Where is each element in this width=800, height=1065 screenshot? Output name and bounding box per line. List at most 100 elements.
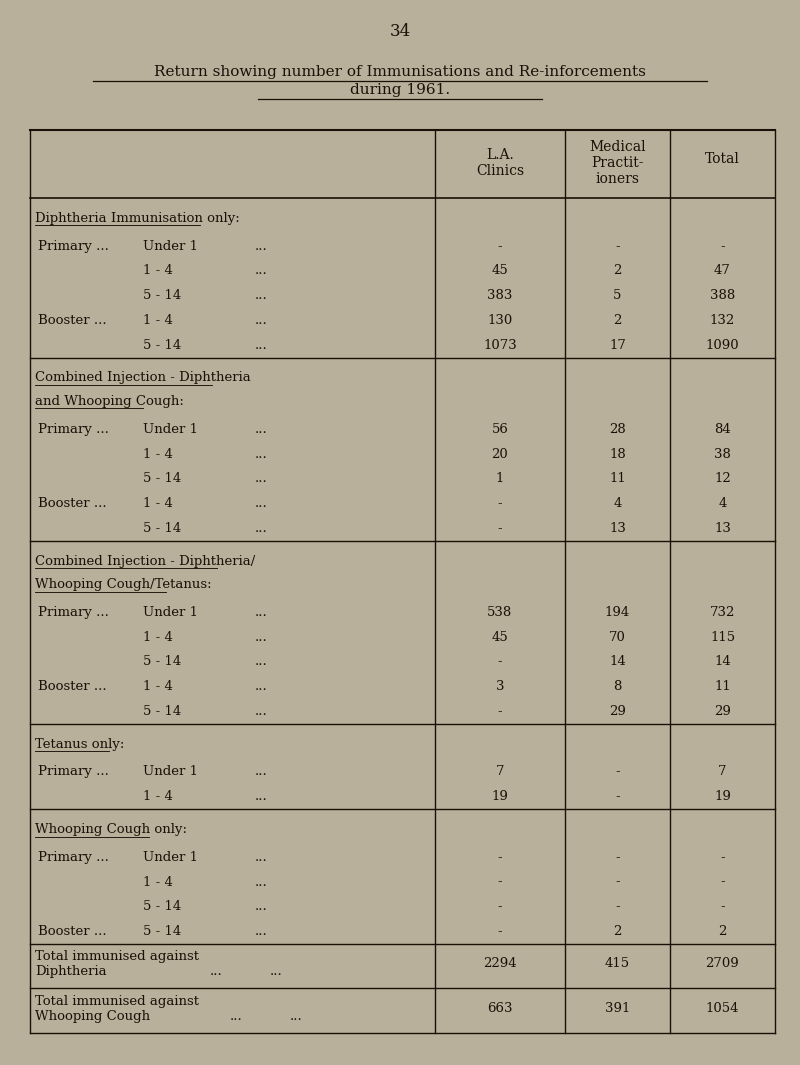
Text: 1: 1 bbox=[496, 472, 504, 486]
Text: Under 1: Under 1 bbox=[143, 423, 198, 436]
Text: L.A.: L.A. bbox=[486, 148, 514, 162]
Text: 28: 28 bbox=[609, 423, 626, 436]
Text: 1 - 4: 1 - 4 bbox=[143, 681, 173, 693]
Text: ...: ... bbox=[255, 497, 268, 510]
Text: ...: ... bbox=[255, 681, 268, 693]
Text: ...: ... bbox=[255, 314, 268, 327]
Text: 5 - 14: 5 - 14 bbox=[143, 290, 182, 302]
Text: 5 - 14: 5 - 14 bbox=[143, 900, 182, 914]
Text: 1 - 4: 1 - 4 bbox=[143, 630, 173, 643]
Text: -: - bbox=[498, 925, 502, 938]
Text: Diphtheria: Diphtheria bbox=[35, 965, 106, 978]
Text: 12: 12 bbox=[714, 472, 731, 486]
Text: ...: ... bbox=[270, 965, 282, 978]
Text: ...: ... bbox=[255, 851, 268, 864]
Text: Primary ...: Primary ... bbox=[38, 851, 109, 864]
Text: 47: 47 bbox=[714, 264, 731, 278]
Text: Whooping Cough: Whooping Cough bbox=[35, 1010, 150, 1022]
Text: Under 1: Under 1 bbox=[143, 240, 198, 252]
Text: Combined Injection - Diphtheria/: Combined Injection - Diphtheria/ bbox=[35, 555, 255, 568]
Text: 5 - 14: 5 - 14 bbox=[143, 522, 182, 535]
Text: 29: 29 bbox=[609, 705, 626, 718]
Text: -: - bbox=[615, 900, 620, 914]
Text: 13: 13 bbox=[609, 522, 626, 535]
Text: Medical: Medical bbox=[589, 140, 646, 154]
Text: 17: 17 bbox=[609, 339, 626, 351]
Text: 14: 14 bbox=[714, 655, 731, 669]
Text: 38: 38 bbox=[714, 447, 731, 460]
Text: 132: 132 bbox=[710, 314, 735, 327]
Text: 34: 34 bbox=[390, 23, 410, 40]
Text: 663: 663 bbox=[487, 1002, 513, 1015]
Text: -: - bbox=[720, 875, 725, 888]
Text: -: - bbox=[498, 240, 502, 252]
Text: -: - bbox=[498, 705, 502, 718]
Text: 11: 11 bbox=[609, 472, 626, 486]
Text: 56: 56 bbox=[491, 423, 509, 436]
Text: ...: ... bbox=[255, 264, 268, 278]
Text: 5 - 14: 5 - 14 bbox=[143, 705, 182, 718]
Text: -: - bbox=[498, 522, 502, 535]
Text: 13: 13 bbox=[714, 522, 731, 535]
Text: ...: ... bbox=[255, 522, 268, 535]
Text: ...: ... bbox=[255, 290, 268, 302]
Text: -: - bbox=[615, 766, 620, 779]
Text: -: - bbox=[615, 240, 620, 252]
Text: 388: 388 bbox=[710, 290, 735, 302]
Text: ...: ... bbox=[255, 472, 268, 486]
Text: 19: 19 bbox=[491, 790, 509, 803]
Text: Whooping Cough only:: Whooping Cough only: bbox=[35, 823, 187, 836]
Text: Clinics: Clinics bbox=[476, 164, 524, 178]
Text: -: - bbox=[498, 875, 502, 888]
Text: Total immunised against: Total immunised against bbox=[35, 950, 199, 963]
Text: -: - bbox=[498, 655, 502, 669]
Text: 115: 115 bbox=[710, 630, 735, 643]
Text: Booster ...: Booster ... bbox=[38, 925, 106, 938]
Text: Booster ...: Booster ... bbox=[38, 314, 106, 327]
Text: ...: ... bbox=[255, 925, 268, 938]
Text: 1073: 1073 bbox=[483, 339, 517, 351]
Text: 4: 4 bbox=[718, 497, 726, 510]
Text: 1 - 4: 1 - 4 bbox=[143, 314, 173, 327]
Text: 415: 415 bbox=[605, 957, 630, 970]
Text: Under 1: Under 1 bbox=[143, 766, 198, 779]
Text: 7: 7 bbox=[496, 766, 504, 779]
Text: Primary ...: Primary ... bbox=[38, 240, 109, 252]
Text: 2: 2 bbox=[614, 925, 622, 938]
Text: ...: ... bbox=[255, 900, 268, 914]
Text: ...: ... bbox=[210, 965, 222, 978]
Text: Primary ...: Primary ... bbox=[38, 423, 109, 436]
Text: 84: 84 bbox=[714, 423, 731, 436]
Text: Total: Total bbox=[705, 152, 740, 166]
Text: ...: ... bbox=[255, 875, 268, 888]
Text: and Whooping Cough:: and Whooping Cough: bbox=[35, 395, 184, 408]
Text: 45: 45 bbox=[492, 630, 508, 643]
Text: ...: ... bbox=[255, 790, 268, 803]
Text: ...: ... bbox=[290, 1010, 302, 1022]
Text: -: - bbox=[720, 240, 725, 252]
Text: 1 - 4: 1 - 4 bbox=[143, 497, 173, 510]
Text: 14: 14 bbox=[609, 655, 626, 669]
Text: Whooping Cough/Tetanus:: Whooping Cough/Tetanus: bbox=[35, 578, 212, 591]
Text: 18: 18 bbox=[609, 447, 626, 460]
Text: 5 - 14: 5 - 14 bbox=[143, 925, 182, 938]
Text: -: - bbox=[615, 851, 620, 864]
Text: Total immunised against: Total immunised against bbox=[35, 995, 199, 1007]
Text: -: - bbox=[615, 875, 620, 888]
Text: ...: ... bbox=[255, 655, 268, 669]
Text: -: - bbox=[498, 497, 502, 510]
Text: 4: 4 bbox=[614, 497, 622, 510]
Text: 70: 70 bbox=[609, 630, 626, 643]
Text: 538: 538 bbox=[487, 606, 513, 619]
Text: ioners: ioners bbox=[595, 173, 639, 186]
Text: 1 - 4: 1 - 4 bbox=[143, 447, 173, 460]
Text: 29: 29 bbox=[714, 705, 731, 718]
Text: 8: 8 bbox=[614, 681, 622, 693]
Text: 5: 5 bbox=[614, 290, 622, 302]
Text: -: - bbox=[720, 851, 725, 864]
Text: Primary ...: Primary ... bbox=[38, 766, 109, 779]
Text: 194: 194 bbox=[605, 606, 630, 619]
Text: Booster ...: Booster ... bbox=[38, 681, 106, 693]
Text: 7: 7 bbox=[718, 766, 726, 779]
Text: 391: 391 bbox=[605, 1002, 630, 1015]
